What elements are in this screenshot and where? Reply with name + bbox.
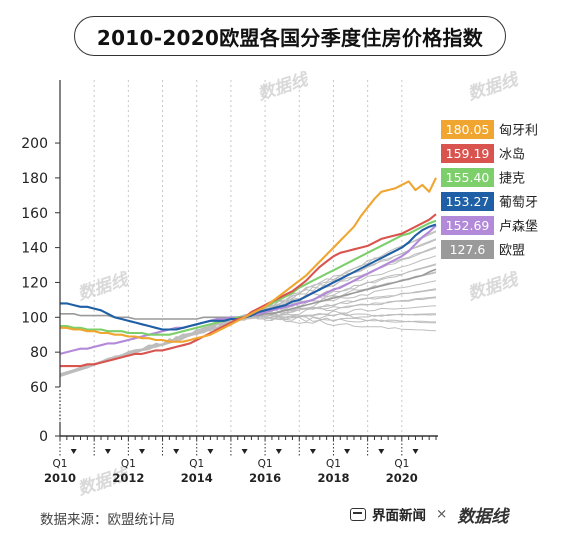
legend-swatch-portugal — [441, 192, 494, 211]
legend-value-czech: 155.40 — [446, 170, 490, 185]
x-marker-triangle — [173, 449, 180, 454]
x-tick-label: 2010 — [44, 471, 76, 485]
x-quarter-label: Q1 — [394, 458, 409, 470]
x-quarter-label: Q1 — [258, 458, 273, 470]
background-country-line — [59, 314, 437, 376]
y-tick-label: 60 — [30, 380, 48, 396]
y-tick-label: 140 — [21, 241, 48, 257]
background-country-line — [59, 314, 437, 375]
x-tick-label: 2018 — [317, 471, 349, 485]
x-quarter-label: Q1 — [121, 458, 136, 470]
x-tick-label: 2016 — [249, 471, 281, 485]
x-marker-triangle — [70, 449, 77, 454]
legend-value-luxembourg: 152.69 — [446, 218, 490, 233]
y-tick-label: 200 — [21, 136, 48, 152]
watermark-text: 数据线 — [465, 269, 522, 304]
legend-value-portugal: 153.27 — [446, 194, 490, 209]
footer-brand: 界面新闻 × 数据线 — [350, 500, 508, 528]
legend-name-luxembourg: 卢森堡 — [499, 219, 538, 235]
series-line-hungary — [60, 177, 437, 343]
y-tick-label: 160 — [21, 206, 48, 222]
x-marker-triangle — [344, 449, 351, 454]
x-marker-triangle — [241, 449, 248, 454]
x-quarter-label: Q1 — [326, 458, 341, 470]
background-country-line — [59, 280, 437, 376]
x-marker-triangle — [412, 449, 419, 454]
legend-swatch-hungary — [441, 120, 494, 139]
chart-title: 2010-2020欧盟各国分季度住房价格指数 — [74, 16, 506, 56]
watermark-text: 数据线 — [75, 269, 132, 304]
times-sign: × — [436, 506, 448, 522]
x-tick-label: 2014 — [181, 471, 213, 485]
background-country-line — [59, 313, 437, 376]
watermark-text: 数据线 — [465, 69, 522, 104]
background-country-line — [59, 297, 437, 377]
y-tick-label: 0 — [39, 429, 48, 445]
brand-name: 界面新闻 — [372, 508, 426, 524]
data-source: 数据来源：欧盟统计局 — [40, 512, 175, 528]
y-tick-label: 120 — [21, 275, 48, 291]
watermark-text: 数据线 — [255, 69, 312, 104]
jiemian-logo-icon — [350, 507, 366, 521]
legend-name-hungary: 匈牙利 — [499, 124, 538, 139]
background-country-line — [59, 315, 436, 377]
legend-value-iceland: 159.19 — [446, 146, 490, 161]
legend-swatch-iceland — [441, 144, 494, 163]
x-marker-triangle — [139, 449, 145, 454]
grid-layer — [59, 80, 403, 436]
x-tick-label: 2020 — [386, 471, 418, 485]
x-quarter-label: Q1 — [189, 458, 204, 470]
legend-value-eu: 127.6 — [450, 242, 486, 257]
legend-value-hungary: 180.05 — [446, 122, 490, 137]
x-marker-triangle — [104, 449, 111, 454]
y-tick-label: 100 — [21, 310, 48, 326]
axis-layer: 06080100120140160180200Q12010Q12012Q1201… — [21, 80, 438, 485]
legend-swatch-luxembourg — [441, 216, 494, 235]
legend-name-portugal: 葡萄牙 — [499, 196, 538, 211]
legend-name-czech: 捷克 — [499, 172, 525, 187]
brand-logo: 数据线 — [457, 506, 509, 527]
background-country-line — [59, 313, 437, 377]
legend-layer: 180.05 匈牙利 159.19 冰岛 155.40 捷克 153.27 葡萄牙 152.69… — [441, 120, 538, 259]
x-quarter-label: Q1 — [53, 458, 68, 470]
y-tick-label: 80 — [30, 345, 48, 361]
x-marker-triangle — [378, 449, 385, 454]
background-country-line — [59, 296, 437, 375]
series-layer — [59, 177, 437, 368]
background-lines-layer — [59, 230, 437, 377]
x-marker-triangle — [275, 449, 282, 454]
legend-swatch-czech — [441, 168, 494, 187]
x-marker-triangle — [309, 449, 316, 454]
x-marker-triangle — [207, 449, 214, 454]
x-tick-label: 2012 — [112, 471, 144, 485]
legend-name-eu: 欧盟 — [499, 244, 525, 259]
y-tick-label: 180 — [21, 171, 48, 187]
legend-name-iceland: 冰岛 — [499, 147, 525, 163]
legend-swatch-eu — [441, 240, 494, 259]
background-country-line — [59, 246, 437, 375]
